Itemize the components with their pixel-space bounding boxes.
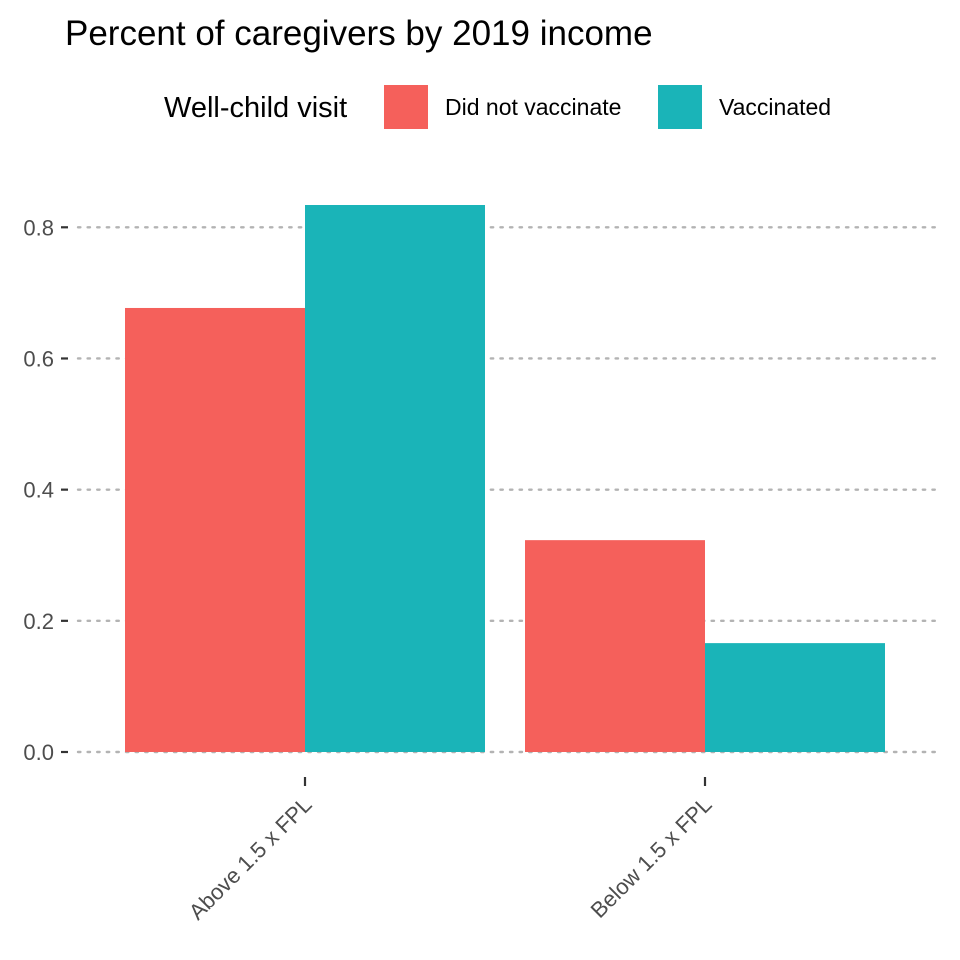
legend-title: Well-child visit [164, 92, 347, 124]
bar-below-1-5-x-fpl-did-not-vaccinate [525, 540, 705, 752]
bar-below-1-5-x-fpl-vaccinated [705, 643, 885, 752]
legend-label-vaccinated: Vaccinated [719, 94, 831, 120]
y-tick-label: 0.8 [23, 215, 54, 240]
y-axis: 0.0 0.2 0.4 0.6 0.8 [23, 215, 68, 765]
x-tick-label-above-1-5-x-fpl: Above 1.5 x FPL [184, 792, 317, 925]
bars [125, 205, 885, 752]
y-tick-label: 0.4 [23, 478, 54, 503]
y-tick-label: 0.0 [23, 740, 54, 765]
bar-above-1-5-x-fpl-vaccinated [305, 205, 485, 752]
legend-key-vaccinated [658, 85, 702, 129]
y-tick-label: 0.2 [23, 609, 54, 634]
y-tick-label: 0.6 [23, 346, 54, 371]
legend-key-did-not-vaccinate [384, 85, 428, 129]
x-tick-label-below-1-5-x-fpl: Below 1.5 x FPL [586, 792, 717, 923]
x-axis: Above 1.5 x FPL Below 1.5 x FPL [184, 777, 717, 925]
bar-above-1-5-x-fpl-did-not-vaccinate [125, 307, 305, 752]
legend: Well-child visit Did not vaccinate Vacci… [164, 85, 831, 129]
chart-title: Percent of caregivers by 2019 income [65, 14, 653, 53]
legend-label-did-not-vaccinate: Did not vaccinate [445, 94, 621, 120]
